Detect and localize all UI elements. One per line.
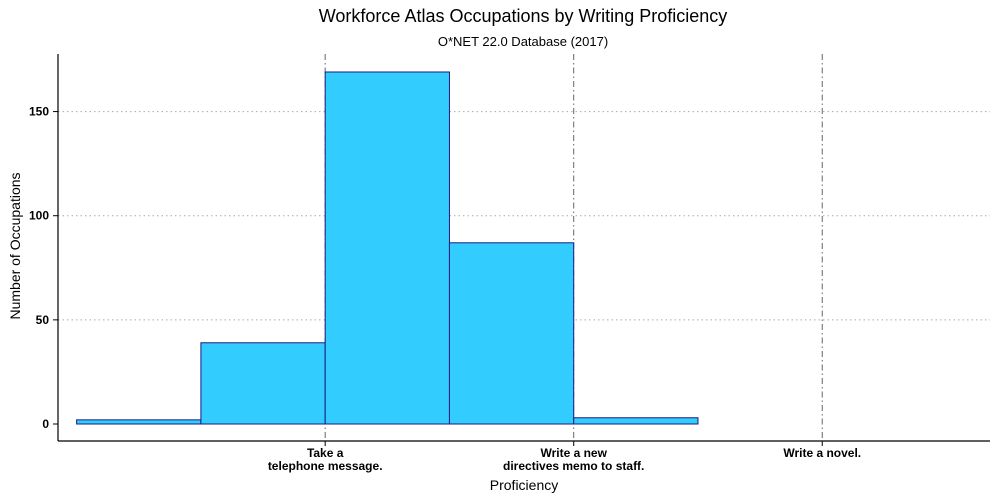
bar-1 [76,419,202,425]
y-tick-label-100: 100 [29,209,49,223]
chart-title: Workforce Atlas Occupations by Writing P… [319,6,728,26]
x-tick-label-2-line-2: directives memo to staff. [503,459,644,473]
bar-3 [324,71,450,425]
x-tick-label-1-line-1: Take a [307,446,344,460]
x-tick-label-3: Write a novel. [783,446,861,460]
bar-5 [573,417,699,425]
bar-4 [448,242,575,425]
x-tick-label-3-line-1: Write a novel. [783,446,861,460]
chart-subtitle: O*NET 22.0 Database (2017) [438,34,608,49]
y-tick-label-0: 0 [42,417,49,431]
y-tick-label-150: 150 [29,105,49,119]
axes: 0 50 100 150 Take a telephone message. Write a… [29,54,990,473]
y-tick-label-50: 50 [36,313,50,327]
bars [76,71,699,425]
bar-2 [200,342,326,425]
y-axis-label: Number of Occupations [7,172,23,319]
x-tick-label-2: Write a new directives memo to staff. [503,446,644,473]
x-tick-label-1: Take a telephone message. [268,446,383,473]
x-tick-label-1-line-2: telephone message. [268,459,383,473]
x-axis-label: Proficiency [490,477,558,493]
x-tick-label-2-line-1: Write a new [540,446,607,460]
